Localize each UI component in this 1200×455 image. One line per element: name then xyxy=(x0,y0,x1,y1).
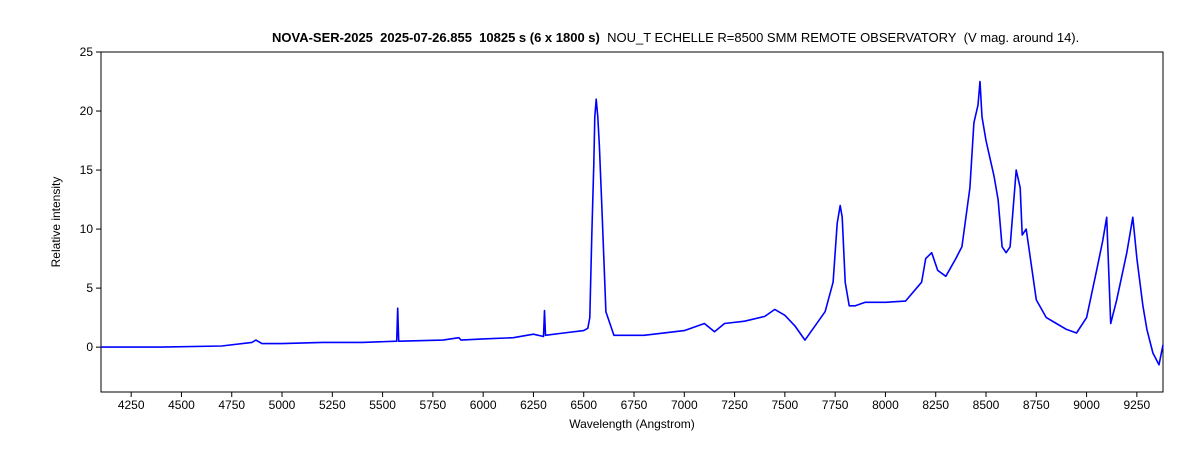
series-line xyxy=(101,80,1164,366)
y-tick-label: 5 xyxy=(86,281,93,295)
title-text: NOVA-SER-2025 2025-07-26.855 10825 s (6 … xyxy=(272,30,1079,45)
y-axis-label: Relative intensity xyxy=(49,177,63,268)
x-tick-label: 9250 xyxy=(1124,398,1151,412)
chart-title: NOVA-SER-2025 2025-07-26.855 10825 s (6 … xyxy=(272,30,1079,45)
x-tick-label: 4500 xyxy=(168,398,195,412)
x-tick-label: 4250 xyxy=(118,398,145,412)
x-tick-label: 7750 xyxy=(822,398,849,412)
x-tick-label: 5250 xyxy=(319,398,346,412)
y-tick-label: 10 xyxy=(80,222,94,236)
x-tick-label: 8750 xyxy=(1023,398,1050,412)
x-tick-label: 6000 xyxy=(470,398,497,412)
x-tick-label: 4750 xyxy=(218,398,245,412)
title-part: 10825 s (6 x 1800 s) xyxy=(472,30,600,45)
y-tick-label: 20 xyxy=(80,104,94,118)
axis-ticks: 4250 4500 4750 5000 5250 5500 5750 6000 6250 6500… xyxy=(80,45,1151,412)
x-tick-label: 7000 xyxy=(671,398,698,412)
x-tick-label: 8250 xyxy=(922,398,949,412)
title-part: 2025-07-26.855 xyxy=(373,30,472,45)
y-tick-label: 0 xyxy=(86,340,93,354)
x-tick-label: 5000 xyxy=(269,398,296,412)
x-tick-label: 5750 xyxy=(420,398,447,412)
y-tick-label: 25 xyxy=(80,45,94,59)
x-tick-label: 6750 xyxy=(621,398,648,412)
x-tick-label: 7500 xyxy=(772,398,799,412)
x-tick-label: 8000 xyxy=(872,398,899,412)
x-tick-label: 5500 xyxy=(369,398,396,412)
series-group xyxy=(101,80,1164,366)
title-part: (V mag. around 14). xyxy=(956,30,1079,45)
y-tick-label: 15 xyxy=(80,163,94,177)
title-part: NOU_T ECHELLE R=8500 SMM REMOTE OBSERVAT… xyxy=(600,30,957,45)
x-axis-label: Wavelength (Angstrom) xyxy=(569,417,695,431)
x-tick-label: 6500 xyxy=(570,398,597,412)
title-part: NOVA-SER-2025 xyxy=(272,30,373,45)
x-tick-label: 7250 xyxy=(721,398,748,412)
x-tick-label: 8500 xyxy=(973,398,1000,412)
x-tick-label: 6250 xyxy=(520,398,547,412)
plot-frame xyxy=(100,51,1164,393)
x-tick-label: 9000 xyxy=(1073,398,1100,412)
